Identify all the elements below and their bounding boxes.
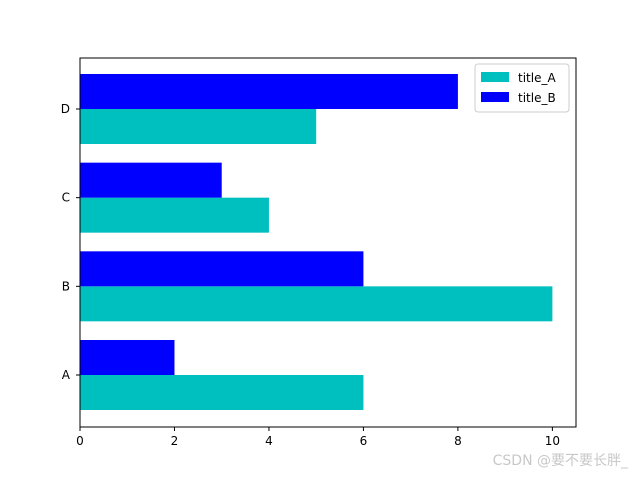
- y-axis-ticks: A B C D: [61, 102, 80, 382]
- bar-title_A-C: [80, 197, 269, 233]
- x-tick-label: 10: [545, 434, 560, 448]
- legend-label-title_A: title_A: [518, 71, 556, 85]
- x-tick-label: 2: [171, 434, 179, 448]
- y-tick-label: D: [61, 102, 70, 116]
- axes-frame: [79, 57, 577, 428]
- bar-title_A-A: [80, 375, 364, 410]
- bar-title_B-C: [80, 162, 222, 198]
- y-tick-label: A: [62, 368, 71, 382]
- bar-title_A-B: [80, 286, 553, 322]
- legend-label-title_B: title_B: [518, 91, 556, 105]
- bar-title_A-D: [80, 108, 317, 144]
- x-tick-label: 4: [265, 434, 273, 448]
- y-tick-label: B: [62, 279, 70, 293]
- x-axis-ticks: 0 2 4 6 8 10: [76, 427, 560, 448]
- x-tick-label: 8: [454, 434, 462, 448]
- bar-title_B-B: [80, 251, 364, 287]
- legend-swatch-title_B: [481, 92, 509, 102]
- legend-swatch-title_A: [481, 72, 509, 82]
- x-tick-label: 6: [360, 434, 368, 448]
- bar-title_B-A: [80, 340, 175, 375]
- legend: title_A title_B: [474, 63, 570, 113]
- y-tick-label: C: [62, 191, 70, 205]
- watermark: CSDN @要不要长胖_: [492, 453, 628, 469]
- bars-layer: [80, 73, 553, 410]
- x-tick-label: 0: [76, 434, 84, 448]
- bar-title_B-D: [80, 73, 458, 109]
